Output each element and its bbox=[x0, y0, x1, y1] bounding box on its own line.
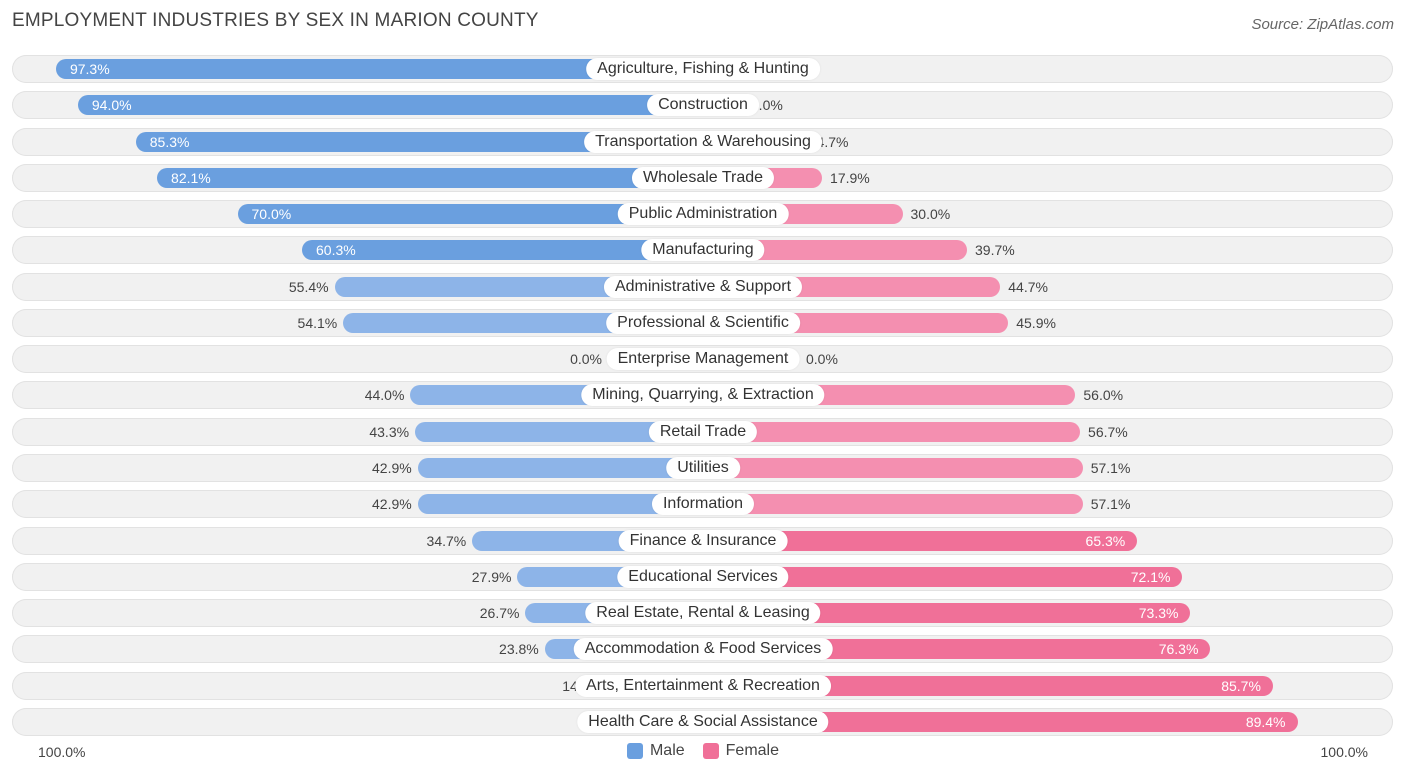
legend-item-male[interactable]: Male bbox=[626, 742, 685, 760]
value-label-female: 57.1% bbox=[1090, 496, 1131, 513]
bar-female[interactable] bbox=[703, 603, 1191, 624]
value-label-female: 0.0% bbox=[806, 351, 838, 368]
value-label-male: 94.0% bbox=[91, 97, 132, 114]
value-label-female: 57.1% bbox=[1090, 459, 1131, 476]
category-label: Educational Services bbox=[617, 565, 789, 588]
category-label: Public Administration bbox=[617, 203, 789, 226]
value-label-female: 45.9% bbox=[1016, 314, 1056, 331]
bar-female[interactable] bbox=[703, 421, 1081, 442]
bar-female[interactable] bbox=[703, 494, 1083, 515]
value-label-male: 43.3% bbox=[369, 423, 410, 440]
bar-female[interactable] bbox=[703, 530, 1138, 551]
value-label-male: 60.3% bbox=[316, 242, 356, 259]
category-label: Finance & Insurance bbox=[618, 529, 788, 552]
category-label: Wholesale Trade bbox=[631, 166, 775, 189]
bar-male[interactable] bbox=[302, 240, 703, 261]
category-label: Construction bbox=[647, 94, 759, 117]
value-label-female: 65.3% bbox=[1085, 532, 1126, 549]
bar-male[interactable] bbox=[77, 95, 703, 116]
value-label-female: 6.0% bbox=[750, 97, 783, 114]
bar-male[interactable] bbox=[157, 167, 703, 188]
bar-female[interactable] bbox=[703, 240, 967, 261]
legend-label-female: Female bbox=[725, 742, 780, 759]
axis-label-left: 100.0% bbox=[38, 744, 86, 760]
category-label: Professional & Scientific bbox=[606, 311, 800, 334]
legend-swatch-female bbox=[702, 743, 719, 759]
category-label: Agriculture, Fishing & Hunting bbox=[586, 58, 820, 80]
category-label: Utilities bbox=[666, 456, 740, 479]
value-label-male: 0.0% bbox=[570, 351, 602, 368]
bar-female[interactable] bbox=[703, 457, 1083, 478]
value-label-male: 55.4% bbox=[288, 278, 329, 295]
chart-title: EMPLOYMENT INDUSTRIES BY SEX IN MARION C… bbox=[12, 10, 539, 31]
value-label-female: 76.3% bbox=[1158, 641, 1199, 658]
category-label: Accommodation & Food Services bbox=[573, 638, 833, 661]
bar-female[interactable] bbox=[703, 711, 1298, 732]
legend-item-female[interactable]: Female bbox=[702, 742, 780, 760]
value-label-female: 56.7% bbox=[1088, 423, 1128, 440]
category-label: Retail Trade bbox=[648, 420, 758, 443]
category-label: Mining, Quarrying, & Extraction bbox=[581, 384, 825, 407]
value-label-female: 17.9% bbox=[830, 169, 870, 186]
category-label: Health Care & Social Assistance bbox=[577, 710, 829, 733]
category-label: Manufacturing bbox=[641, 239, 765, 262]
category-label: Transportation & Warehousing bbox=[584, 130, 822, 153]
legend: Male Female bbox=[0, 742, 1406, 760]
value-label-male: 26.7% bbox=[479, 605, 520, 622]
bar-male[interactable] bbox=[135, 131, 703, 152]
category-label: Administrative & Support bbox=[603, 275, 803, 298]
value-label-female: 30.0% bbox=[910, 206, 951, 223]
value-label-male: 34.7% bbox=[426, 532, 467, 549]
bar-male[interactable] bbox=[417, 494, 703, 515]
value-label-male: 70.0% bbox=[251, 206, 292, 223]
value-label-male: 54.1% bbox=[297, 314, 338, 331]
bar-female[interactable] bbox=[703, 675, 1273, 696]
value-label-female: 73.3% bbox=[1138, 605, 1179, 622]
bar-female[interactable] bbox=[703, 566, 1183, 587]
bar-male[interactable] bbox=[417, 457, 703, 478]
value-label-female: 72.1% bbox=[1130, 568, 1171, 585]
category-label: Information bbox=[651, 493, 755, 516]
category-label: Enterprise Management bbox=[606, 348, 800, 371]
legend-swatch-male bbox=[626, 743, 643, 759]
value-label-male: 42.9% bbox=[372, 496, 412, 513]
legend-label-male: Male bbox=[649, 742, 685, 759]
value-label-male: 42.9% bbox=[372, 459, 412, 476]
value-label-female: 56.0% bbox=[1083, 387, 1124, 404]
value-label-female: 44.7% bbox=[1008, 278, 1048, 295]
bar-male[interactable] bbox=[55, 59, 703, 79]
value-label-male: 85.3% bbox=[149, 133, 190, 150]
value-label-female: 85.7% bbox=[1221, 677, 1261, 694]
value-label-male: 23.8% bbox=[499, 641, 539, 658]
value-label-male: 27.9% bbox=[471, 568, 512, 585]
value-label-male: 44.0% bbox=[364, 387, 405, 404]
category-label: Real Estate, Rental & Leasing bbox=[585, 602, 821, 625]
value-label-male: 97.3% bbox=[69, 61, 110, 77]
bar-male[interactable] bbox=[237, 204, 703, 225]
value-label-female: 39.7% bbox=[975, 242, 1015, 259]
axis-label-right: 100.0% bbox=[1320, 744, 1368, 760]
value-label-male: 82.1% bbox=[171, 169, 211, 186]
value-label-female: 89.4% bbox=[1245, 713, 1286, 730]
category-label: Arts, Entertainment & Recreation bbox=[575, 674, 831, 697]
source-note: Source: ZipAtlas.com bbox=[1251, 16, 1394, 33]
bar-male[interactable] bbox=[415, 421, 703, 442]
